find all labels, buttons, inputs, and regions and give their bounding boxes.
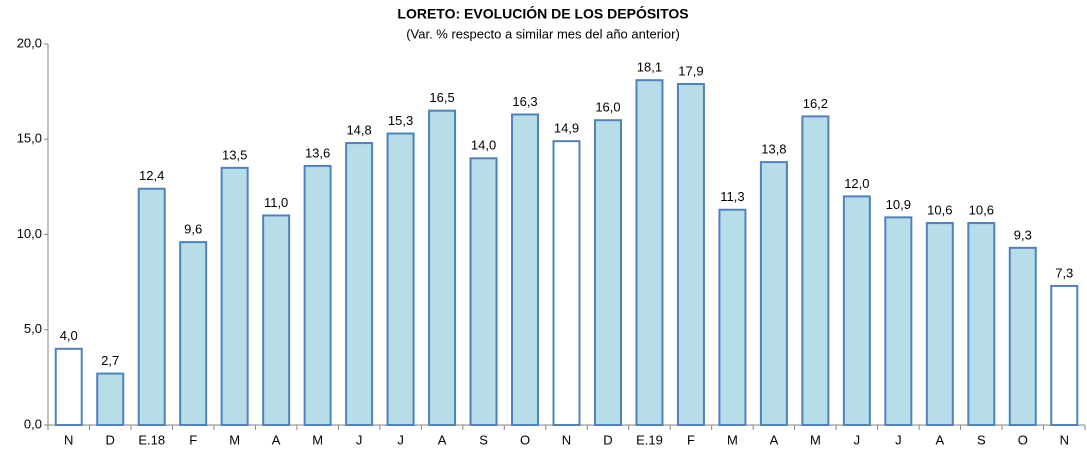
data-label: 16,0	[595, 100, 620, 115]
x-tick-label: N	[1060, 432, 1069, 447]
y-tick-label: 15,0	[17, 131, 42, 146]
data-label: 16,2	[803, 96, 828, 111]
bar	[759, 161, 788, 427]
data-label: 14,9	[554, 121, 579, 136]
chart-subtitle: (Var. % respecto a similar mes del año a…	[406, 26, 680, 41]
chart-title: LORETO: EVOLUCIÓN DE LOS DEPÓSITOS	[397, 5, 688, 22]
x-tick-label: J	[854, 432, 861, 447]
bar	[511, 113, 540, 427]
bar	[635, 79, 664, 426]
x-tick-label: F	[189, 432, 197, 447]
data-label: 14,0	[471, 138, 496, 153]
bar	[469, 157, 498, 427]
bar	[552, 140, 581, 426]
data-label: 12,4	[139, 168, 164, 183]
x-tick-label: A	[272, 432, 281, 447]
bar	[842, 195, 871, 426]
data-label: 9,6	[184, 222, 202, 237]
data-label: 10,6	[969, 203, 994, 218]
bar	[137, 187, 166, 426]
data-label: 10,9	[886, 197, 911, 212]
x-tick-label: S	[977, 432, 986, 447]
x-tick-label: A	[438, 432, 447, 447]
bar	[303, 164, 332, 426]
x-tick-label: A	[770, 432, 779, 447]
x-tick-label: M	[229, 432, 240, 447]
bar	[96, 372, 125, 427]
y-tick-label: 10,0	[17, 226, 42, 241]
x-tick-label: F	[687, 432, 695, 447]
bar	[179, 241, 208, 426]
data-label: 14,8	[346, 122, 371, 137]
y-tick-label: 0,0	[24, 416, 42, 431]
data-label: 9,3	[1014, 227, 1032, 242]
data-label: 18,1	[637, 60, 662, 75]
bar	[345, 142, 374, 426]
data-label: 10,6	[927, 203, 952, 218]
bar	[884, 216, 913, 426]
data-label: 13,5	[222, 147, 247, 162]
x-tick-label: N	[562, 432, 571, 447]
data-label: 11,0	[264, 195, 288, 210]
bar	[1008, 246, 1037, 426]
x-tick-label: E.19	[636, 432, 663, 447]
bar	[54, 347, 83, 426]
bar	[967, 222, 996, 426]
x-tick-label: M	[727, 432, 738, 447]
data-label: 12,0	[844, 176, 869, 191]
x-tick-label: S	[479, 432, 488, 447]
data-label: 15,3	[388, 113, 413, 128]
data-label: 16,5	[429, 90, 454, 105]
x-tick-label: E.18	[138, 432, 165, 447]
data-label: 16,3	[512, 94, 537, 109]
y-tick-label: 20,0	[17, 35, 42, 50]
bar	[718, 208, 747, 426]
bar	[925, 222, 954, 426]
bar	[593, 119, 622, 426]
x-tick-label: J	[895, 432, 902, 447]
data-label: 4,0	[60, 328, 78, 343]
x-tick-label: M	[312, 432, 323, 447]
x-tick-label: N	[64, 432, 73, 447]
bar	[262, 214, 291, 426]
x-tick-label: J	[397, 432, 404, 447]
bar	[676, 83, 705, 426]
x-tick-label: O	[520, 432, 530, 447]
data-label: 2,7	[101, 353, 119, 368]
data-label: 13,6	[305, 145, 330, 160]
data-label: 17,9	[678, 63, 703, 78]
x-tick-label: A	[935, 432, 944, 447]
x-tick-label: O	[1018, 432, 1028, 447]
bar	[428, 109, 457, 427]
x-tick-label: D	[603, 432, 612, 447]
data-label: 11,3	[720, 189, 744, 204]
x-tick-label: D	[106, 432, 115, 447]
y-tick-label: 5,0	[24, 321, 42, 336]
bar	[1050, 284, 1079, 426]
bar	[801, 115, 830, 426]
data-label: 13,8	[761, 142, 786, 157]
data-label: 7,3	[1055, 265, 1073, 280]
bar	[386, 132, 415, 426]
x-tick-label: J	[356, 432, 363, 447]
x-tick-label: M	[810, 432, 821, 447]
bar	[220, 166, 249, 426]
